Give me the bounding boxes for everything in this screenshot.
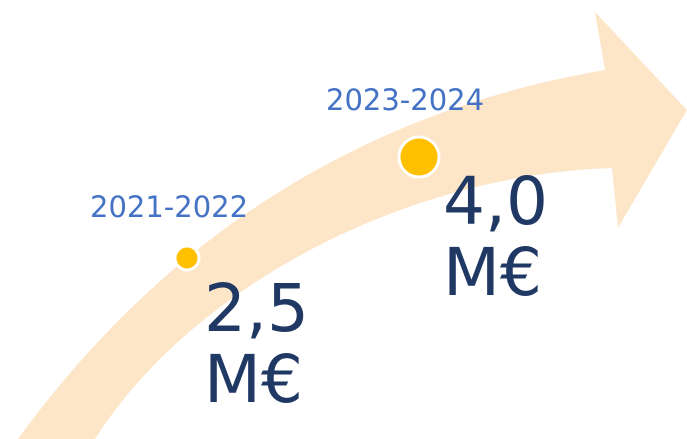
- amount-value-2: 4,0: [443, 163, 548, 240]
- period-label-1: 2021-2022: [90, 190, 249, 224]
- growth-arrow-shape: [18, 12, 687, 439]
- period-label-2: 2023-2024: [326, 83, 485, 117]
- amount-value-1: 2,5: [204, 270, 309, 347]
- amount-unit-2: M€: [443, 234, 542, 312]
- amount-label-1: 2,5 M€: [204, 273, 309, 416]
- amount-label-2: 4,0 M€: [443, 166, 548, 309]
- milestone-marker-2: [397, 135, 441, 179]
- milestone-marker-1: [173, 244, 201, 272]
- amount-unit-1: M€: [204, 341, 303, 419]
